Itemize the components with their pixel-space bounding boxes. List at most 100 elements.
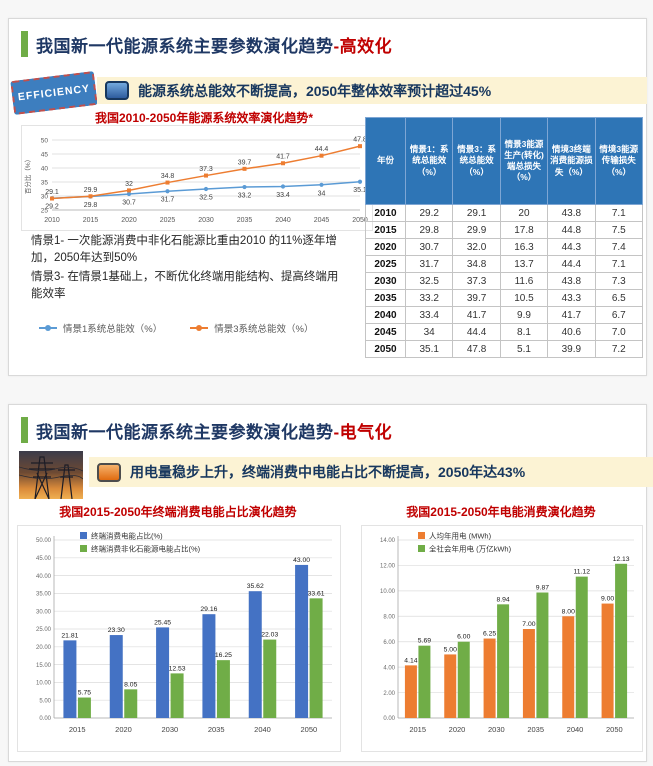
table-value-cell: 34.8 — [452, 255, 501, 273]
legend-label: 终端消费电能占比(%) — [91, 531, 163, 541]
dot-marker-icon — [196, 325, 203, 331]
table-value-cell: 47.8 — [452, 340, 501, 358]
data-point — [203, 186, 209, 192]
table-row: 2010 29.2 29.1 20 43.8 7.1 — [365, 204, 644, 222]
data-label: 8.05 — [124, 681, 137, 688]
bar — [444, 654, 457, 718]
table-value-cell: 43.3 — [547, 289, 596, 307]
electricity-consumption-bar-chart: 0.00 2.00 4.00 6.00 8.00 10.00 12.00 14.00 2015 4… — [361, 525, 643, 752]
data-label: 34 — [318, 190, 326, 197]
data-label: 37.3 — [199, 166, 213, 173]
table-year-cell: 2045 — [365, 323, 406, 341]
bar — [295, 564, 309, 718]
title-accent-bar — [21, 31, 28, 57]
table-year-cell: 2030 — [365, 272, 406, 290]
table-value-cell: 44.8 — [547, 221, 596, 239]
x-tick-label: 2035 — [237, 217, 253, 224]
data-label: 31.7 — [161, 197, 175, 204]
data-label: 5.69 — [418, 638, 431, 645]
y-tick-label: 30.00 — [36, 609, 52, 615]
table-value-cell: 44.4 — [452, 323, 501, 341]
legend-label: 终端消费非化石能源电能占比(%) — [91, 544, 201, 554]
table-header-cell: 情景3能源生产(转化)端总损失（%） — [499, 117, 549, 205]
x-tick-label: 2050 — [352, 217, 368, 224]
scenario1-note: 情景1- 一次能源消费中非化石能源比重由2010 的11%逐年增加，2050年达… — [31, 235, 337, 264]
table-value-cell: 40.6 — [547, 323, 596, 341]
table-value-cell: 6.7 — [594, 306, 644, 324]
data-point — [165, 189, 170, 194]
data-table: 年份 情景1：系统总能效（%） 情景3：系统总能效（%） 情景3能源生产(转化)端总损… — [365, 117, 644, 358]
key-message-banner: 用电量稳步上升，终端消费中电能占比不断提高，2050年达43% — [89, 457, 653, 487]
bar — [536, 592, 549, 718]
table-year-cell: 2015 — [365, 221, 406, 239]
x-tick-label: 2040 — [275, 217, 291, 224]
banner-text: 能源系统总能效不断提高，2050年整体效率预计超过45% — [138, 82, 492, 99]
y-tick-label: 45 — [41, 151, 49, 158]
table-row: 2040 33.4 41.7 9.9 41.7 6.7 — [365, 306, 644, 324]
y-tick-label: 2.00 — [383, 691, 395, 697]
title-main: 我国新一代能源系统主要参数演化趋势 — [36, 422, 334, 442]
data-label: 7.00 — [522, 621, 535, 628]
table-value-cell: 7.5 — [594, 221, 644, 239]
data-label: 6.25 — [483, 631, 496, 638]
table-value-cell: 41.7 — [452, 306, 501, 324]
data-label: 34.8 — [161, 173, 175, 180]
table-value-cell: 20 — [499, 204, 549, 222]
table-value-cell: 9.9 — [499, 306, 549, 324]
table-row: 2035 33.2 39.7 10.5 43.3 6.5 — [365, 289, 644, 307]
title-accent: -电气化 — [333, 422, 393, 442]
y-tick-label: 50 — [41, 137, 49, 144]
data-label: 43.00 — [293, 557, 310, 564]
table-year-cell: 2010 — [365, 204, 406, 222]
bar — [248, 591, 262, 718]
data-point — [165, 180, 170, 185]
legend-swatch-icon — [80, 545, 87, 552]
data-label: 35.1 — [353, 187, 367, 194]
bar — [170, 673, 184, 718]
page-title: 我国新一代能源系统主要参数演化趋势-电气化 — [36, 418, 392, 443]
table-value-cell: 30.7 — [404, 238, 454, 256]
y-tick-label: 40.00 — [36, 574, 52, 580]
y-tick-label: 35 — [41, 179, 49, 186]
data-label: 44.4 — [315, 146, 329, 153]
y-tick-label: 8.00 — [383, 614, 395, 620]
slide-electrification: 我国新一代能源系统主要参数演化趋势-电气化 用电量稳步上升，终端消费中电能占比不… — [8, 404, 653, 762]
data-label: 8.94 — [496, 596, 509, 603]
legend-label: 情景3系统总能效（%） — [214, 324, 314, 335]
table-value-cell: 7.2 — [594, 340, 644, 358]
data-label: 6.00 — [457, 634, 470, 641]
bar — [497, 604, 510, 718]
legend-swatch-icon — [418, 532, 425, 539]
x-tick-label: 2010 — [44, 217, 60, 224]
data-label: 9.00 — [601, 596, 614, 603]
title-accent-bar — [21, 417, 28, 443]
scenario3-note: 情景3- 在情景1基础上，不断优化终端用能结构、提高终端用能效率 — [31, 271, 339, 300]
title-main: 我国新一代能源系统主要参数演化趋势 — [36, 36, 334, 56]
efficiency-data-table: 年份 情景1：系统总能效（%） 情景3：系统总能效（%） 情景3能源生产(转化)端总损… — [365, 117, 644, 358]
data-label: 9.87 — [536, 585, 549, 592]
title-accent: -高效化 — [333, 36, 393, 56]
data-label: 29.9 — [84, 187, 98, 194]
bar — [522, 629, 535, 718]
bar — [263, 639, 277, 718]
table-value-cell: 31.7 — [404, 255, 454, 273]
table-header-cell: 年份 — [365, 117, 406, 205]
x-tick-label: 2045 — [314, 217, 330, 224]
table-value-cell: 32.0 — [452, 238, 501, 256]
table-header-cell: 情景3：系统总能效（%） — [452, 117, 501, 205]
table-body: 2010 29.2 29.1 20 43.8 7.1 2015 29.8 29.9 17.8 44.… — [365, 204, 644, 358]
data-label: 8.00 — [562, 608, 575, 615]
x-tick-label: 2020 — [121, 217, 137, 224]
table-value-cell: 43.8 — [547, 272, 596, 290]
x-tick-label: 2030 — [488, 725, 505, 734]
data-label: 32.5 — [199, 195, 213, 202]
y-tick-label: 25 — [41, 207, 49, 214]
table-value-cell: 7.1 — [594, 255, 644, 273]
bar — [309, 598, 323, 718]
x-tick-label: 2035 — [208, 725, 225, 734]
data-label: 29.8 — [84, 202, 98, 209]
table-value-cell: 7.3 — [594, 272, 644, 290]
y-tick-label: 0.00 — [39, 716, 51, 722]
table-year-cell: 2040 — [365, 306, 406, 324]
line-chart-legend: 情景1系统总能效（%） 情景3系统总能效（%） — [39, 321, 313, 335]
